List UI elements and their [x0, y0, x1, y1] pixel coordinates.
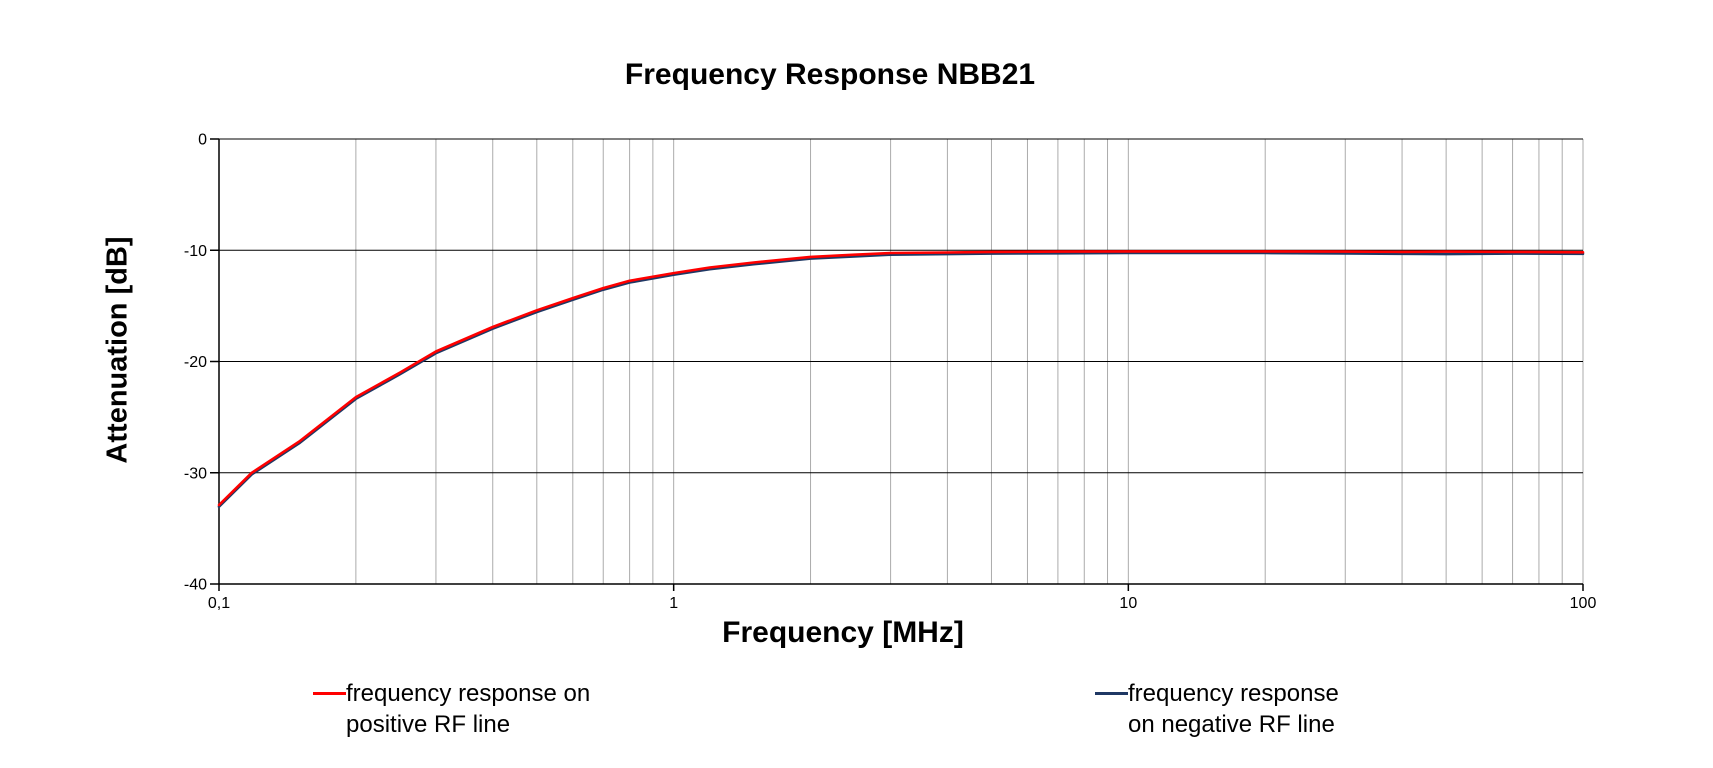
- chart-title: Frequency Response NBB21: [624, 58, 1036, 91]
- curve-negative-rf-line: [217, 251, 1585, 509]
- legend-item-positive: frequency response on positive RF line: [313, 678, 590, 740]
- x-tick-label: 0,1: [208, 595, 230, 612]
- x-axis-title: Frequency [MHz]: [722, 616, 964, 649]
- y-tick-label: -30: [184, 465, 207, 482]
- x-tick-label: 10: [1119, 595, 1137, 612]
- legend-label-line2: on negative RF line: [1128, 711, 1335, 738]
- legend-label: frequency response on positive RF line: [346, 678, 590, 740]
- curve-positive-rf-line: [217, 250, 1585, 507]
- y-tick-label: 0: [198, 132, 207, 149]
- legend-label-line1: frequency response on: [346, 680, 591, 707]
- legend-item-negative: frequency response on negative RF line: [1095, 678, 1339, 740]
- legend-line-swatch-red: [313, 692, 346, 695]
- y-tick-label: -20: [184, 354, 207, 371]
- x-tick-label: 100: [1570, 595, 1597, 612]
- x-tick-label: 1: [669, 595, 678, 612]
- legend-label-line2: positive RF line: [346, 711, 511, 738]
- y-tick-label: -40: [184, 577, 207, 594]
- legend-line-swatch-navy: [1095, 692, 1128, 695]
- legend-label: frequency response on negative RF line: [1128, 678, 1339, 740]
- y-tick-label: -10: [184, 243, 207, 260]
- legend-label-line1: frequency response: [1128, 680, 1339, 707]
